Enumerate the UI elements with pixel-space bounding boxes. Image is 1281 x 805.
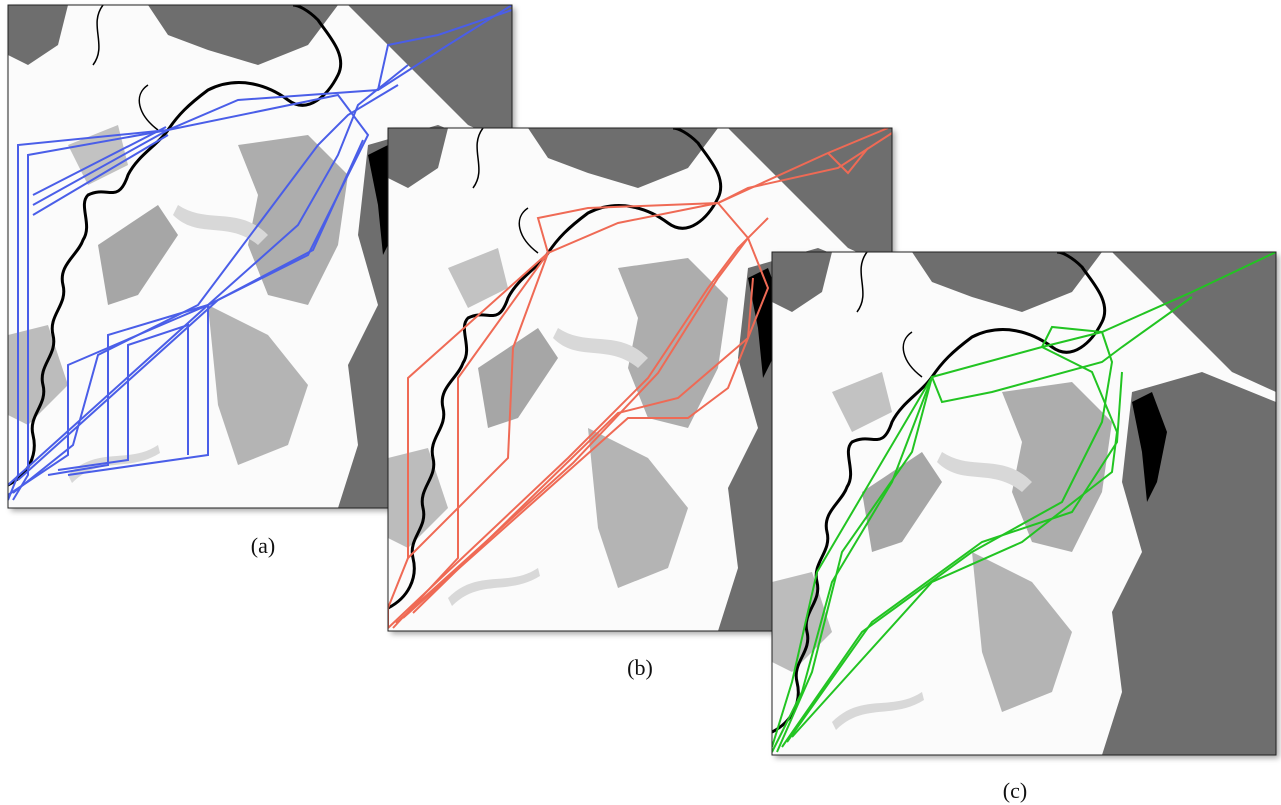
panel-label: (b)	[627, 655, 653, 680]
figure: (a) (b)	[0, 0, 1281, 805]
panel-label: (a)	[251, 533, 275, 558]
map-panel	[772, 252, 1276, 755]
panel-label: (c)	[1003, 778, 1027, 803]
